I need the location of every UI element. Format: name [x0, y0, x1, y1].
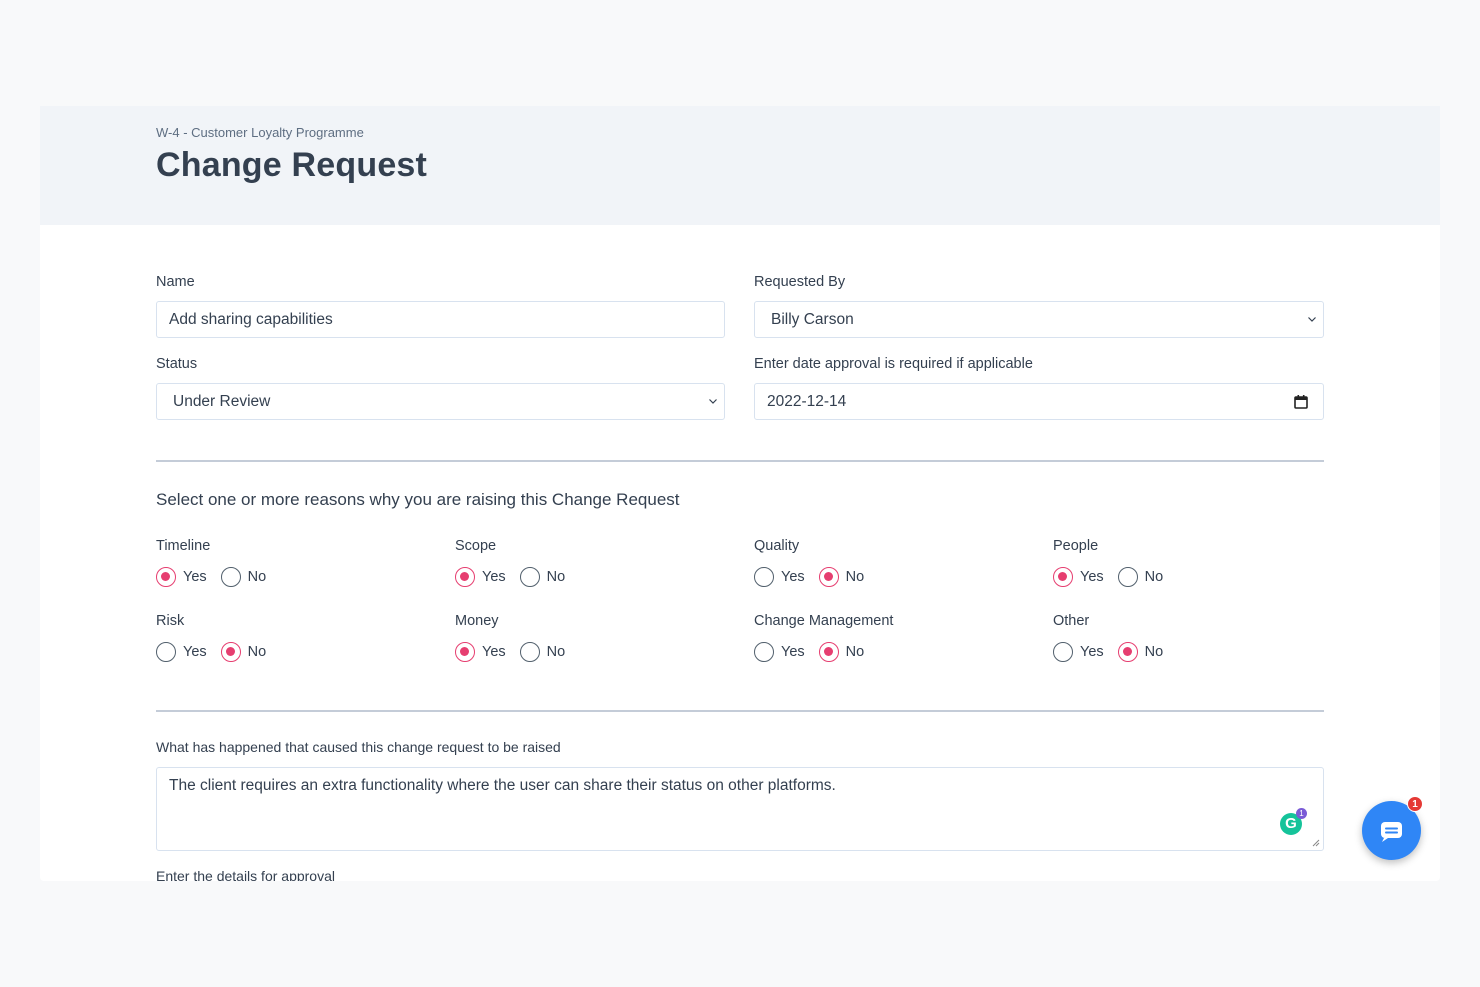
reason-label: Scope: [455, 538, 497, 554]
grammarly-icon[interactable]: G: [1280, 813, 1302, 835]
approval-date-label: Enter date approval is required if appli…: [754, 356, 1033, 372]
reason-label: Quality: [754, 538, 800, 554]
radio-yes-label[interactable]: Yes: [183, 644, 207, 660]
radio-no-label[interactable]: No: [845, 644, 865, 660]
page-header: W-4 - Customer Loyalty Programme Change …: [40, 106, 1440, 225]
radio-yes-label[interactable]: Yes: [183, 569, 207, 585]
section-divider: [156, 460, 1324, 462]
radio-no[interactable]: [1117, 642, 1138, 662]
page-title: Change Request: [156, 146, 428, 184]
radio-no-label[interactable]: No: [247, 569, 267, 585]
cause-label: What has happened that caused this chang…: [156, 739, 561, 755]
section-divider: [156, 710, 1324, 712]
radio-yes[interactable]: [455, 567, 475, 587]
reason-radio-group: Yes No: [1053, 567, 1163, 587]
chat-notification-badge: 1: [1407, 796, 1423, 812]
reason-label: Other: [1053, 613, 1090, 629]
radio-no-label[interactable]: No: [845, 569, 865, 585]
requested-by-select[interactable]: Billy Carson: [754, 301, 1324, 338]
cause-value: The client requires an extra functionali…: [169, 777, 836, 794]
radio-yes[interactable]: [156, 567, 176, 587]
reason-label: Timeline: [156, 538, 211, 554]
radio-no[interactable]: [220, 642, 241, 662]
radio-yes-label[interactable]: Yes: [781, 569, 805, 585]
details-label: Enter the details for approval: [156, 868, 335, 881]
reason-radio-group: Yes No: [156, 642, 266, 662]
radio-yes-label[interactable]: Yes: [482, 644, 506, 660]
reason-radio-group: Yes No: [455, 642, 565, 662]
radio-no-label[interactable]: No: [546, 644, 566, 660]
radio-yes-label[interactable]: Yes: [781, 644, 805, 660]
name-input[interactable]: Add sharing capabilities: [156, 301, 725, 338]
requested-by-label: Requested By: [754, 274, 846, 290]
radio-no[interactable]: [519, 567, 540, 587]
reason-label: Risk: [156, 613, 185, 629]
chevron-down-icon: [709, 399, 717, 404]
chat-bubble-icon: [1381, 822, 1402, 842]
requested-by-value: Billy Carson: [771, 310, 854, 328]
reason-radio-group: Yes No: [156, 567, 266, 587]
radio-no[interactable]: [519, 642, 540, 662]
reason-radio-group: Yes No: [1053, 642, 1163, 662]
radio-no-label[interactable]: No: [546, 569, 566, 585]
status-value: Under Review: [173, 392, 271, 410]
radio-no[interactable]: [818, 642, 839, 662]
reason-radio-group: Yes No: [754, 642, 864, 662]
radio-yes-label[interactable]: Yes: [1080, 569, 1104, 585]
calendar-icon[interactable]: [1293, 394, 1309, 410]
radio-yes-label[interactable]: Yes: [1080, 644, 1104, 660]
cause-textarea[interactable]: The client requires an extra functionali…: [156, 767, 1324, 851]
radio-yes[interactable]: [754, 642, 774, 662]
name-value: Add sharing capabilities: [169, 310, 333, 328]
approval-date-input[interactable]: 2022-12-14: [754, 383, 1324, 420]
grammarly-badge: 1: [1296, 808, 1307, 819]
name-label: Name: [156, 274, 195, 290]
radio-no-label[interactable]: No: [247, 644, 267, 660]
radio-yes[interactable]: [754, 567, 774, 587]
radio-no[interactable]: [818, 567, 839, 587]
radio-yes[interactable]: [1053, 642, 1073, 662]
reason-radio-group: Yes No: [455, 567, 565, 587]
radio-no-label[interactable]: No: [1144, 644, 1164, 660]
reason-label: People: [1053, 538, 1099, 554]
status-label: Status: [156, 356, 198, 372]
reason-label: Change Management: [754, 613, 894, 629]
resize-handle-icon[interactable]: [1312, 839, 1320, 847]
chevron-down-icon: [1308, 317, 1316, 322]
reasons-title: Select one or more reasons why you are r…: [156, 490, 680, 509]
radio-yes-label[interactable]: Yes: [482, 569, 506, 585]
status-select[interactable]: Under Review: [156, 383, 725, 420]
radio-no[interactable]: [1117, 567, 1138, 587]
reason-label: Money: [455, 613, 499, 629]
radio-yes[interactable]: [1053, 567, 1073, 587]
radio-yes[interactable]: [156, 642, 176, 662]
reason-radio-group: Yes No: [754, 567, 864, 587]
radio-no[interactable]: [220, 567, 241, 587]
radio-no-label[interactable]: No: [1144, 569, 1164, 585]
approval-date-value: 2022-12-14: [767, 392, 847, 410]
radio-yes[interactable]: [455, 642, 475, 662]
change-request-card: W-4 - Customer Loyalty Programme Change …: [40, 106, 1440, 881]
breadcrumb[interactable]: W-4 - Customer Loyalty Programme: [156, 125, 364, 140]
